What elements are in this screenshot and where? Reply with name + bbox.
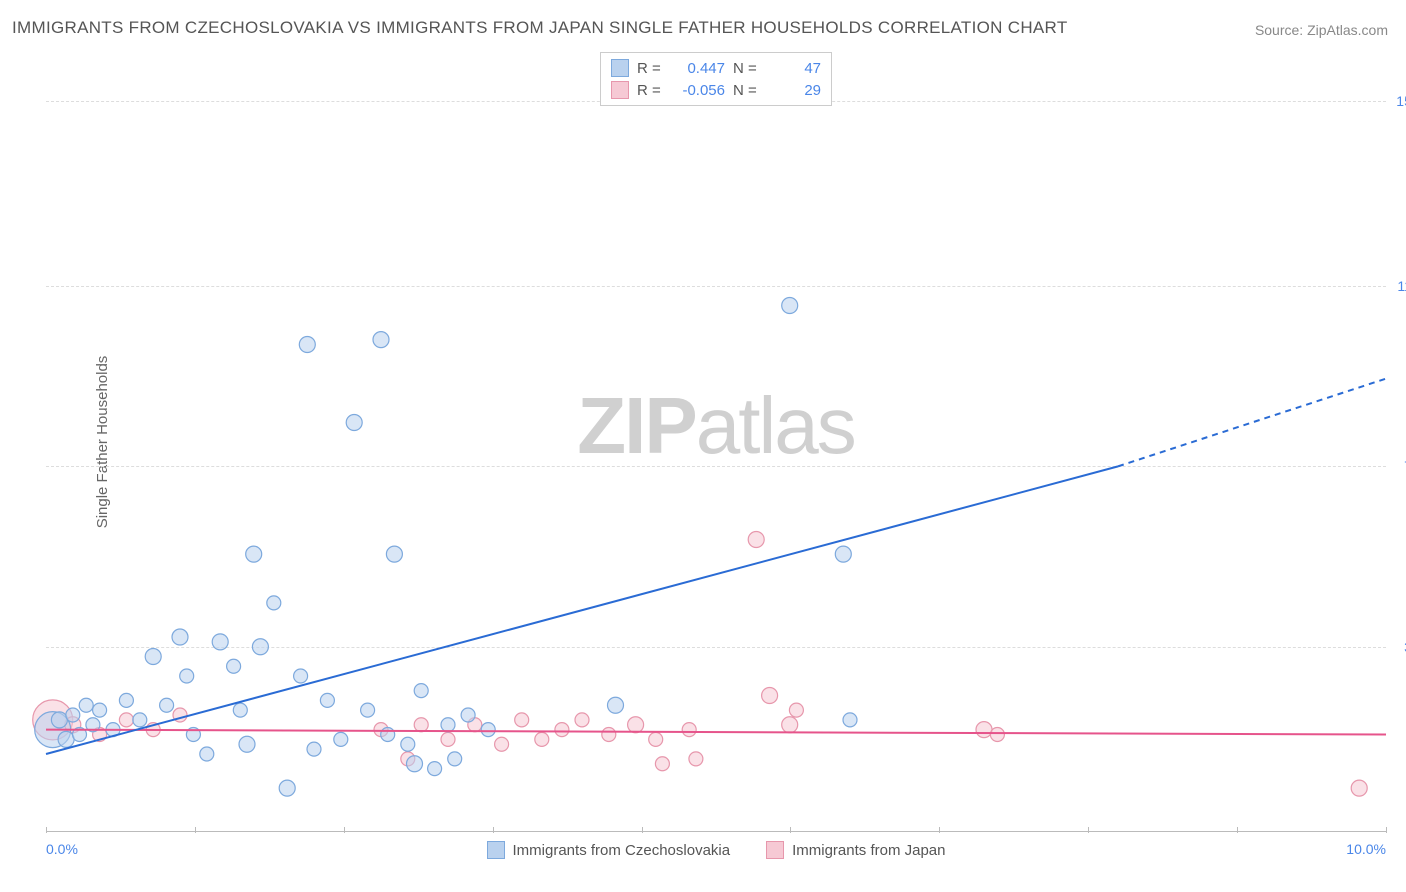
y-tick-label: 7.5% (1390, 458, 1406, 474)
stats-row-series-a: R = 0.447 N = 47 (611, 57, 821, 79)
r-value-b: -0.056 (669, 82, 725, 99)
legend-item-b: Immigrants from Japan (766, 841, 945, 859)
r-label: R = (637, 60, 661, 77)
legend-item-a: Immigrants from Czechoslovakia (487, 841, 731, 859)
legend-swatch-b (766, 841, 784, 859)
legend-swatch-a (487, 841, 505, 859)
y-tick-label: 15.0% (1390, 93, 1406, 109)
swatch-series-a (611, 59, 629, 77)
source-prefix: Source: (1255, 22, 1307, 38)
bottom-legend: Immigrants from Czechoslovakia Immigrant… (46, 841, 1386, 859)
n-value-a: 47 (765, 60, 821, 77)
y-tick-label: 11.2% (1390, 278, 1406, 294)
n-label: N = (733, 60, 757, 77)
plot-area: Single Father Households ZIPatlas R = 0.… (46, 52, 1386, 832)
chart-title: IMMIGRANTS FROM CZECHOSLOVAKIA VS IMMIGR… (12, 18, 1068, 38)
scatter-plot (46, 52, 1386, 831)
source-link[interactable]: ZipAtlas.com (1307, 22, 1388, 38)
y-tick-label: 3.8% (1390, 639, 1406, 655)
legend-label-a: Immigrants from Czechoslovakia (513, 842, 731, 859)
r-value-a: 0.447 (669, 60, 725, 77)
stats-row-series-b: R = -0.056 N = 29 (611, 79, 821, 101)
correlation-stats-box: R = 0.447 N = 47 R = -0.056 N = 29 (600, 52, 832, 106)
n-value-b: 29 (765, 82, 821, 99)
n-label: N = (733, 82, 757, 99)
source-attribution: Source: ZipAtlas.com (1255, 22, 1388, 38)
legend-label-b: Immigrants from Japan (792, 842, 945, 859)
r-label: R = (637, 82, 661, 99)
swatch-series-b (611, 81, 629, 99)
